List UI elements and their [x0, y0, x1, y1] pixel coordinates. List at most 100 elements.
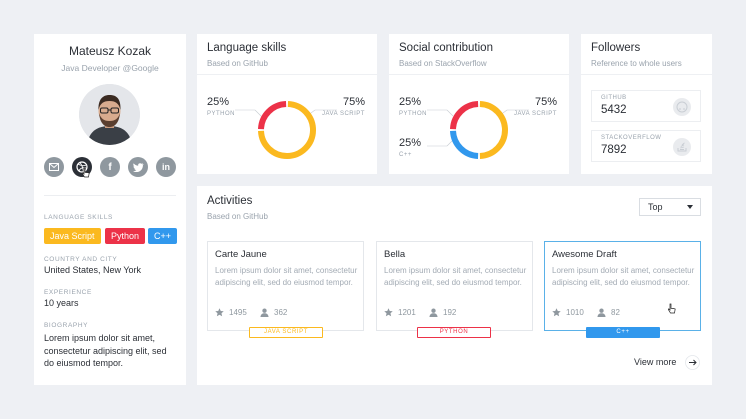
activities-card: Activities Based on GitHub Top Carte Jau… — [197, 186, 712, 385]
pointer-cursor-icon — [668, 303, 676, 314]
donut-segment — [258, 101, 287, 130]
donut-segment — [258, 101, 316, 159]
social-donut-chart — [427, 101, 529, 159]
project-card[interactable]: Awesome Draft Lorem ipsum dolor sit amet… — [544, 241, 701, 331]
dribbble-icon[interactable] — [72, 157, 92, 177]
users-stat: 192 — [429, 308, 456, 317]
experience-label: EXPERIENCE — [44, 289, 92, 296]
stars-count: 1010 — [566, 308, 584, 317]
stackoverflow-followers[interactable]: STACKOVERFLOW 7892 — [591, 130, 701, 162]
github-followers[interactable]: GITHUB 5432 — [591, 90, 701, 122]
linkedin-icon[interactable]: in — [156, 157, 176, 177]
location-label: COUNTRY AND CITY — [44, 256, 118, 263]
python-label: PYTHON — [207, 111, 236, 117]
card-title: Followers — [591, 42, 641, 54]
project-description: Lorem ipsum dolor sit amet, consectetur … — [552, 266, 695, 287]
python-label: PYTHON — [399, 111, 428, 117]
project-title: Bella — [384, 249, 406, 260]
arrow-right-icon[interactable] — [685, 355, 700, 370]
twitter-icon[interactable] — [128, 157, 148, 177]
project-stats: 1495 362 — [215, 308, 355, 320]
users-count: 192 — [443, 308, 457, 317]
profile-name: Mateusz Kozak — [68, 44, 152, 58]
card-title: Language skills — [207, 42, 287, 54]
users-stat: 362 — [260, 308, 287, 317]
stars-stat: 1010 — [552, 308, 584, 317]
card-title: Social contribution — [399, 42, 493, 54]
divider — [197, 74, 377, 75]
donut-segment — [450, 101, 479, 130]
javascript-label: JAVA SCRIPT — [514, 111, 557, 117]
python-percent: 25% — [399, 96, 422, 108]
divider — [581, 74, 712, 75]
facebook-icon[interactable]: f — [100, 157, 120, 177]
users-count: 82 — [611, 308, 620, 317]
profile-role: Java Developer @Google — [61, 63, 159, 73]
project-card[interactable]: Bella Lorem ipsum dolor sit amet, consec… — [376, 241, 533, 331]
biography-value: Lorem ipsum dolor sit amet, consectetur … — [44, 333, 167, 368]
project-stats: 1201 192 — [384, 308, 524, 320]
pointer-cursor-icon — [82, 167, 90, 178]
github-value: 5432 — [601, 104, 627, 116]
stackoverflow-value: 7892 — [601, 144, 627, 156]
project-language-tag: JAVA SCRIPT — [249, 327, 323, 338]
tag-python[interactable]: Python — [105, 228, 146, 244]
tag-java-script[interactable]: Java Script — [44, 228, 101, 244]
stackoverflow-icon — [673, 138, 691, 156]
sort-select[interactable]: Top — [639, 198, 701, 216]
card-subtitle: Reference to whole users — [591, 59, 682, 68]
javascript-label: JAVA SCRIPT — [322, 111, 365, 117]
javascript-percent: 75% — [535, 96, 558, 108]
avatar[interactable] — [79, 84, 140, 145]
project-description: Lorem ipsum dolor sit amet, consectetur … — [384, 266, 527, 287]
user-icon — [260, 308, 269, 317]
chevron-down-icon — [687, 205, 693, 209]
sort-select-value: Top — [648, 202, 663, 212]
profile-card: Mateusz Kozak Java Developer @Google f i… — [34, 34, 186, 385]
divider — [389, 74, 569, 75]
javascript-percent: 75% — [343, 96, 366, 108]
stars-stat: 1201 — [384, 308, 416, 317]
stars-stat: 1495 — [215, 308, 247, 317]
user-icon — [597, 308, 606, 317]
cpp-percent: 25% — [399, 137, 422, 149]
language-donut-chart — [235, 101, 337, 159]
card-subtitle: Based on GitHub — [207, 212, 268, 221]
followers-card: Followers Reference to whole users GITHU… — [581, 34, 712, 174]
stars-count: 1201 — [398, 308, 416, 317]
cpp-label: C++ — [399, 152, 412, 158]
project-description: Lorem ipsum dolor sit amet, consectetur … — [215, 266, 358, 287]
users-stat: 82 — [597, 308, 620, 317]
card-subtitle: Based on StackOverflow — [399, 59, 487, 68]
language-skills-label: LANGUAGE SKILLS — [44, 214, 113, 221]
project-stats: 1010 82 — [552, 308, 692, 320]
card-subtitle: Based on GitHub — [207, 59, 268, 68]
project-language-tag: C++ — [586, 327, 660, 338]
user-icon — [429, 308, 438, 317]
project-title: Carte Jaune — [215, 249, 267, 260]
tag-cpp[interactable]: C++ — [148, 228, 178, 244]
mail-icon[interactable] — [44, 157, 64, 177]
star-icon — [215, 308, 224, 317]
github-icon — [673, 98, 691, 116]
donut-segment — [479, 101, 508, 159]
divider — [44, 195, 176, 196]
star-icon — [384, 308, 393, 317]
project-card[interactable]: Carte Jaune Lorem ipsum dolor sit amet, … — [207, 241, 364, 331]
donut-segment — [450, 130, 479, 159]
project-title: Awesome Draft — [552, 249, 617, 260]
stackoverflow-label: STACKOVERFLOW — [601, 135, 662, 141]
experience-value: 10 years — [44, 298, 79, 308]
view-more-link[interactable]: View more — [634, 357, 677, 367]
star-icon — [552, 308, 561, 317]
project-language-tag: PYTHON — [417, 327, 491, 338]
social-contribution-card: Social contribution Based on StackOverfl… — [389, 34, 569, 174]
location-value: United States, New York — [44, 265, 142, 275]
card-title: Activities — [207, 195, 253, 207]
users-count: 362 — [274, 308, 288, 317]
python-percent: 25% — [207, 96, 230, 108]
github-label: GITHUB — [601, 95, 627, 101]
social-links: f in — [44, 157, 176, 179]
biography-label: BIOGRAPHY — [44, 322, 89, 329]
stars-count: 1495 — [229, 308, 247, 317]
